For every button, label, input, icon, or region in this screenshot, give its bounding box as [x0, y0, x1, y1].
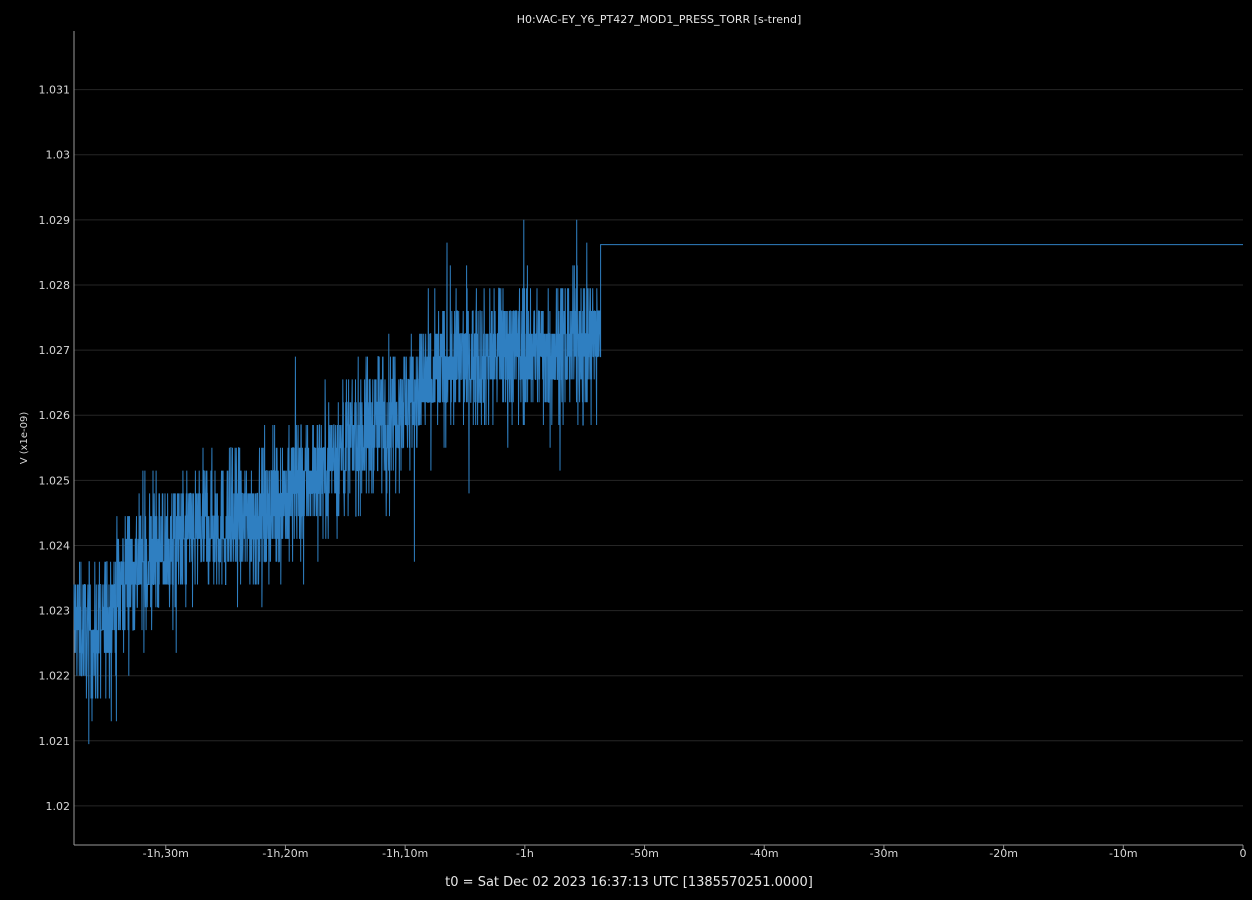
y-tick-label: 1.02 [46, 800, 71, 813]
series-line [73, 219, 1243, 745]
y-tick-label: 1.026 [39, 409, 71, 422]
y-tick-label: 1.027 [39, 344, 71, 357]
x-tick-label: 0 [1240, 847, 1247, 860]
x-tick-label: -40m [750, 847, 779, 860]
y-tick-label: 1.025 [39, 474, 71, 487]
x-tick-label: -30m [870, 847, 899, 860]
x-tick-label: -1h,30m [143, 847, 189, 860]
grid [74, 89, 1243, 807]
x-tick-label: -50m [630, 847, 659, 860]
y-tick-label: 1.023 [39, 605, 71, 618]
x-tick-label: -1h,20m [262, 847, 308, 860]
y-tick-label: 1.024 [39, 539, 71, 552]
y-tick-label: 1.021 [39, 735, 71, 748]
y-tick-labels: 1.02 1.021 1.022 1.023 1.024 1.025 1.026 1.027 1… [39, 84, 71, 813]
chart-title: H0:VAC-EY_Y6_PT427_MOD1_PRESS_TORR [s-tr… [517, 13, 802, 26]
x-tick-label: -20m [989, 847, 1018, 860]
y-tick-label: 1.028 [39, 279, 71, 292]
x-axis-label: t0 = Sat Dec 02 2023 16:37:13 UTC [13855… [445, 875, 813, 890]
y-tick-label: 1.03 [46, 149, 71, 162]
y-axis-label: V (x1e-09) [19, 412, 30, 465]
y-tick-label: 1.022 [39, 670, 71, 683]
x-tick-label: -1h,10m [382, 847, 428, 860]
y-tick-label: 1.031 [39, 84, 71, 97]
y-tick-label: 1.029 [39, 214, 71, 227]
x-tick-labels: -1h,30m -1h,20m -1h,10m -1h -50m -40m -30m -20m… [143, 847, 1247, 860]
x-tick-label: -1h [516, 847, 534, 860]
x-tick-label: -10m [1109, 847, 1138, 860]
axes [73, 31, 1244, 849]
